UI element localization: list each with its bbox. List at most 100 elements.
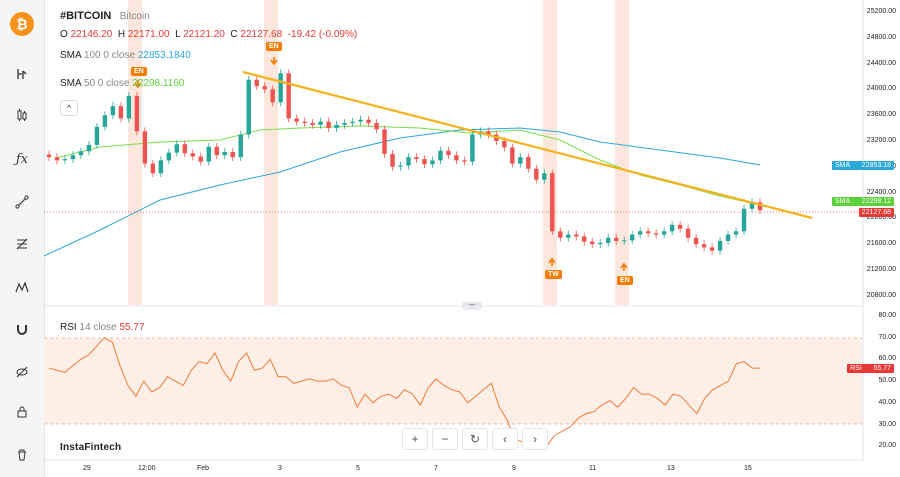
- current-price-tag: 22127.68: [858, 208, 894, 217]
- sma50-params: 50 0 close: [83, 78, 130, 89]
- price-axis-label: 24800.00: [866, 33, 896, 41]
- candle-body: [118, 106, 124, 119]
- reset-icon[interactable]: ↻: [462, 428, 488, 450]
- candle-body: [502, 141, 507, 148]
- zoom-toolbar: + − ↻ ‹ ›: [402, 428, 548, 450]
- pattern-icon[interactable]: [8, 273, 36, 301]
- candle-body: [590, 241, 595, 245]
- candle-body: [270, 89, 275, 103]
- event-badge[interactable]: TW: [545, 270, 562, 279]
- arrow-down-icon: [270, 57, 278, 66]
- rsi-tag: RSI 55.77: [847, 364, 894, 373]
- indicator-hash-icon[interactable]: [8, 60, 36, 88]
- candle-body: [669, 224, 675, 232]
- fibonacci-icon[interactable]: [8, 230, 36, 258]
- sma50-price-tag: SMA 22298.12: [831, 197, 894, 206]
- sma100-path: [43, 127, 761, 257]
- candle-body: [350, 121, 355, 123]
- event-badge[interactable]: EN: [266, 42, 282, 51]
- candle-body: [230, 151, 235, 158]
- event-band: [264, 0, 278, 305]
- candle-body: [246, 79, 251, 135]
- candle-body: [94, 126, 100, 145]
- high-label: H: [117, 29, 126, 40]
- candle-body: [749, 202, 755, 209]
- low-label: L: [175, 29, 181, 40]
- price-axis-label: 21600.00: [866, 240, 896, 248]
- time-axis-label: 12:00: [138, 465, 156, 472]
- trash-icon[interactable]: [8, 441, 36, 469]
- candle-body: [693, 237, 699, 245]
- price-axis-label: 22400.00: [866, 188, 896, 196]
- trendline[interactable]: [242, 70, 813, 220]
- rsi-axis-label: 60.00: [878, 355, 896, 363]
- candle-body: [741, 208, 747, 232]
- draw-line-icon[interactable]: [8, 188, 36, 216]
- event-badge[interactable]: EN: [617, 276, 633, 285]
- plus-icon[interactable]: +: [402, 428, 428, 450]
- fx-icon[interactable]: ƒx: [15, 151, 29, 167]
- rsi-tag-value: 55.77: [873, 365, 891, 372]
- left-toolbar: ₿ ƒx: [0, 0, 45, 477]
- rsi-legend[interactable]: RSI 14 close 55.77: [60, 322, 145, 333]
- candle-body: [430, 160, 435, 165]
- candle-body: [406, 157, 411, 166]
- candle-body: [54, 157, 60, 161]
- time-axis-label: Feb: [197, 465, 210, 472]
- candle-body: [614, 237, 619, 241]
- candle-body: [334, 124, 339, 129]
- candle-body: [470, 134, 475, 162]
- collapse-legend-button[interactable]: ^: [60, 100, 78, 116]
- candle-body: [454, 155, 459, 161]
- sma50-legend[interactable]: SMA 50 0 close 22298.1160: [60, 78, 184, 89]
- candle-body: [102, 115, 108, 127]
- time-axis-label: 3: [278, 465, 282, 472]
- candle-body: [757, 202, 763, 211]
- time-axis-label: 11: [589, 465, 597, 472]
- candle-body: [534, 168, 539, 180]
- chevron-right-icon[interactable]: ›: [522, 428, 548, 450]
- candle-body: [685, 228, 691, 238]
- candle-body: [110, 106, 116, 116]
- candle-body: [653, 233, 659, 235]
- change-value: -19.42 (-0.09%): [287, 29, 358, 40]
- candle-body: [462, 160, 467, 162]
- magnet-icon[interactable]: [8, 315, 36, 343]
- candle-body: [150, 163, 156, 174]
- candle-body: [645, 231, 651, 234]
- candles-icon[interactable]: [8, 101, 36, 129]
- lock-icon[interactable]: [8, 398, 36, 426]
- sma100-tag-label: SMA: [834, 162, 851, 169]
- sma100-price-tag: SMA 22853.18: [831, 161, 894, 170]
- rsi-tag-label: RSI: [850, 365, 862, 372]
- event-badge[interactable]: EN: [131, 67, 147, 76]
- candle-body: [62, 159, 68, 161]
- candle-body: [374, 122, 379, 130]
- chevron-left-icon[interactable]: ‹: [492, 428, 518, 450]
- candle-body: [78, 151, 84, 156]
- time-axis-label: 5: [356, 465, 360, 472]
- candle-body: [446, 150, 451, 156]
- minus-icon[interactable]: −: [432, 428, 458, 450]
- candle-body: [574, 234, 579, 237]
- sma100-line: [43, 127, 761, 257]
- rsi-zone: [44, 338, 863, 424]
- hide-drawings-icon[interactable]: [8, 358, 36, 386]
- rsi-axis-label: 20.00: [878, 442, 896, 450]
- rsi-line: [48, 337, 760, 447]
- candle-body: [318, 121, 323, 125]
- candle-body: [238, 134, 243, 158]
- candle-body: [733, 231, 739, 235]
- candle-body: [342, 122, 347, 125]
- pane-resize-handle[interactable]: •••: [462, 302, 482, 310]
- sma100-legend[interactable]: SMA 100 0 close 22853.1840: [60, 50, 191, 61]
- rsi-axis-label: 40.00: [878, 398, 896, 406]
- open-value: 22146.20: [70, 29, 113, 40]
- sma50-tag-value: 22298.12: [861, 198, 891, 205]
- candle-body: [606, 237, 611, 243]
- sma50-value: 22298.1160: [132, 78, 185, 89]
- candle-body: [286, 73, 291, 119]
- candle-body: [717, 240, 723, 251]
- candle-body: [254, 79, 259, 87]
